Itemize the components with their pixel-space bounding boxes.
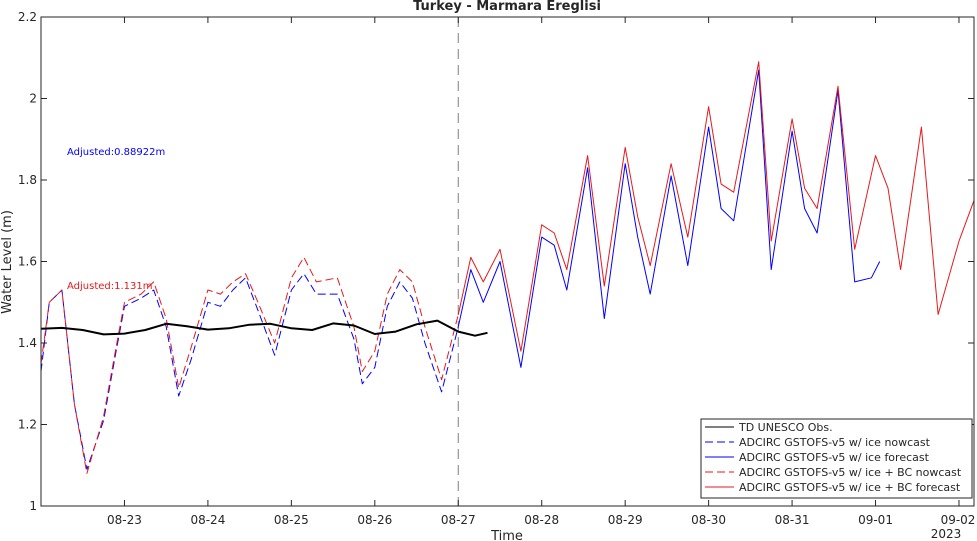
x-secondary-label: 2023 [931, 527, 962, 541]
x-tick-label: 09-01 [858, 513, 893, 527]
legend-label-ice-forecast: ADCIRC GSTOFS-v5 w/ ice forecast [739, 451, 930, 464]
y-tick-label: 1.4 [18, 336, 37, 350]
x-tick-label: 08-29 [608, 513, 643, 527]
annotation-red: Adjusted:1.131m [67, 281, 153, 292]
y-tick-label: 1.8 [18, 173, 37, 187]
series-line-1 [40, 273, 459, 470]
chart-title: Turkey - Marmara Ereglisi [413, 0, 601, 14]
y-tick-label: 2 [29, 92, 37, 106]
x-tick-label: 08-28 [524, 513, 559, 527]
x-tick-label: 09-02 [941, 513, 976, 527]
y-tick-label: 1.2 [18, 418, 37, 432]
legend-label-bc-nowcast: ADCIRC GSTOFS-v5 w/ ice + BC nowcast [739, 466, 962, 479]
x-tick-label: 08-25 [274, 513, 309, 527]
series-layer [40, 61, 975, 474]
y-tick-label: 1.6 [18, 255, 37, 269]
legend-box [700, 418, 973, 499]
series-line-3 [40, 256, 459, 474]
legend: TD UNESCO Obs. ADCIRC GSTOFS-v5 w/ ice n… [700, 418, 973, 499]
x-tick-label: 08-30 [691, 513, 726, 527]
y-tick-label: 2.2 [18, 10, 37, 24]
series-line-4 [457, 61, 975, 352]
legend-label-ice-nowcast: ADCIRC GSTOFS-v5 w/ ice nowcast [739, 436, 931, 449]
y-axis-label: Water Level (m) [0, 210, 15, 314]
x-axis-label: Time [490, 529, 523, 541]
legend-label-bc-forecast: ADCIRC GSTOFS-v5 w/ ice + BC forecast [739, 481, 961, 494]
series-line-0 [40, 319, 488, 337]
x-tick-label: 08-24 [190, 513, 225, 527]
legend-label-obs: TD UNESCO Obs. [738, 421, 833, 434]
x-tick-label: 08-23 [107, 513, 142, 527]
x-tick-label: 08-26 [357, 513, 392, 527]
x-tick-label: 08-31 [775, 513, 810, 527]
annotation-blue: Adjusted:0.88922m [67, 147, 165, 158]
y-tick-label: 1 [29, 499, 37, 513]
series-line-2 [457, 69, 881, 368]
x-tick-label: 08-27 [441, 513, 476, 527]
ticks-layer: 1 1.2 1.4 1.6 1.8 2 2.2 08-23 08-24 08-25 08-26 08-… [18, 10, 976, 527]
